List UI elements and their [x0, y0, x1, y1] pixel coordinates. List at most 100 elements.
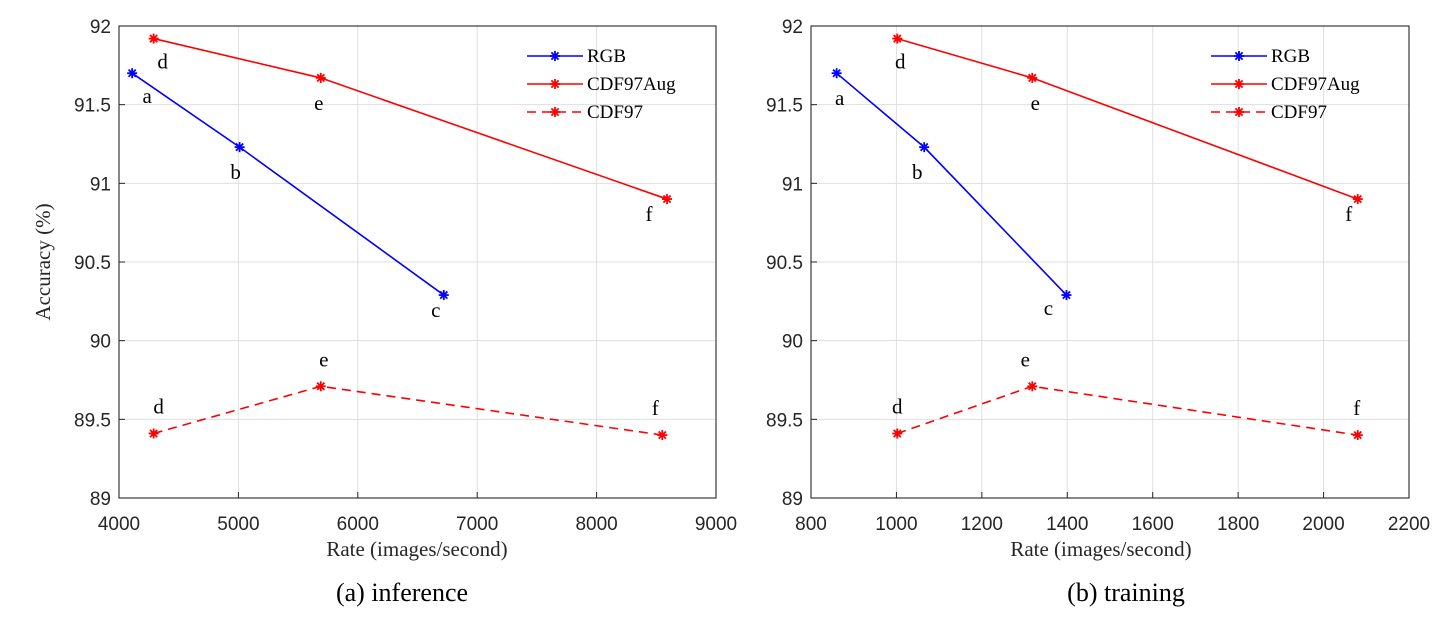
series-cdf97aug: d e f: [148, 33, 673, 226]
marker-stroke: [1234, 79, 1244, 89]
series-cdf97aug: d e f: [892, 33, 1363, 226]
marker-stroke: [550, 107, 560, 117]
point-label: f: [1353, 396, 1360, 420]
point-label: e: [1021, 347, 1030, 371]
y-tick-label: 92: [90, 17, 111, 38]
legend-label: CDF97Aug: [1271, 74, 1360, 95]
y-tick-label: 91.5: [766, 96, 803, 117]
x-tick-label: 1000: [875, 514, 917, 535]
legend-marker: [550, 51, 560, 61]
marker-stroke: [235, 142, 244, 152]
marker-stroke: [550, 79, 560, 89]
grid-lines: [118, 25, 717, 499]
series-rgb: a b c: [831, 68, 1072, 320]
legend-label: CDF97Aug: [587, 74, 676, 95]
point-label: f: [646, 202, 653, 226]
marker-stroke: [893, 34, 902, 43]
data-point: [662, 194, 673, 205]
chart-panel-inference: 4000 5000 6000 7000 8000 9000 89 89.5 90 90.5 91 91…: [31, 17, 737, 607]
legend-label: RGB: [587, 46, 626, 67]
y-tick-label: 91.5: [74, 96, 111, 117]
x-axis-label: Rate (images/second): [1010, 537, 1191, 561]
y-tick-label: 89.5: [766, 410, 803, 431]
legend: RGB CDF97Aug CDF97: [527, 46, 676, 123]
marker-stroke: [1353, 430, 1362, 440]
x-tick-label: 800: [795, 514, 827, 535]
point-label: f: [652, 396, 659, 420]
data-point: [234, 142, 245, 153]
data-point: [1352, 194, 1363, 205]
data-point: [919, 142, 930, 153]
x-tick-label: 9000: [695, 514, 737, 535]
marker-stroke: [439, 290, 449, 300]
data-point: [315, 72, 326, 83]
point-label: e: [314, 91, 323, 115]
marker-stroke: [149, 34, 158, 43]
series-cdf97: d e f: [892, 347, 1363, 441]
panel-caption: (b) training: [1067, 578, 1185, 607]
data-point: [148, 33, 159, 44]
legend-label: CDF97: [1271, 102, 1327, 123]
data-point: [892, 428, 903, 439]
marker-stroke: [1028, 73, 1037, 83]
point-label: f: [1345, 202, 1352, 226]
marker-stroke: [550, 51, 560, 61]
data-point: [315, 381, 326, 392]
legend-label: CDF97: [587, 102, 643, 123]
y-tick-label: 90.5: [766, 253, 803, 274]
y-tick-label: 90.5: [74, 253, 111, 274]
data-point: [1061, 290, 1072, 301]
point-label: d: [153, 394, 164, 418]
legend-marker: [1234, 79, 1244, 89]
data-point: [1027, 381, 1038, 392]
series-rgb: a b c: [127, 68, 449, 322]
marker-stroke: [893, 429, 902, 438]
y-tick-label: 90: [90, 332, 111, 353]
legend-label: RGB: [1271, 46, 1310, 67]
marker-stroke: [1062, 290, 1071, 300]
point-label: c: [1044, 296, 1053, 320]
data-point: [831, 68, 842, 79]
x-tick-label: 7000: [456, 514, 498, 535]
x-tick-label: 5000: [217, 514, 259, 535]
legend-marker: [550, 107, 560, 117]
marker-stroke: [658, 430, 667, 440]
point-label: e: [319, 347, 328, 371]
x-tick-label: 6000: [337, 514, 379, 535]
data-point: [1352, 430, 1363, 441]
panel-caption: (a) inference: [336, 578, 468, 607]
x-tick-label: 2000: [1302, 514, 1344, 535]
marker-stroke: [316, 382, 326, 391]
point-label: e: [1031, 91, 1040, 115]
x-tick-label: 4000: [98, 514, 140, 535]
marker-stroke: [662, 194, 672, 204]
y-axis-label: Accuracy (%): [31, 203, 55, 320]
chart-panel-training: 800 1000 1200 1400 1600 1800 2000 2200 89 89.5 90 9…: [766, 17, 1430, 607]
y-tick-label: 90: [782, 332, 803, 353]
y-tick-label: 89: [782, 489, 803, 510]
x-axis-label: Rate (images/second): [326, 537, 507, 561]
point-label: b: [912, 160, 923, 184]
y-tick-label: 91: [90, 174, 111, 195]
point-label: c: [431, 298, 440, 322]
axes-frame: [810, 25, 1410, 499]
data-point: [892, 33, 903, 44]
legend-marker: [1234, 107, 1244, 117]
marker-stroke: [1028, 382, 1037, 391]
x-tick-label: 1600: [1132, 514, 1174, 535]
marker-stroke: [1353, 194, 1362, 204]
series-cdf97: d e f: [148, 347, 668, 441]
marker-stroke: [1234, 51, 1244, 61]
point-label: d: [157, 50, 168, 74]
data-point: [657, 430, 668, 441]
x-tick-label: 8000: [575, 514, 617, 535]
x-tick-label: 1200: [961, 514, 1003, 535]
y-tick-label: 91: [782, 174, 803, 195]
data-point: [127, 68, 138, 79]
marker-stroke: [919, 142, 929, 152]
point-label: a: [835, 86, 845, 110]
point-label: d: [892, 394, 903, 418]
marker-stroke: [316, 73, 326, 83]
x-tick-label: 2200: [1388, 514, 1430, 535]
